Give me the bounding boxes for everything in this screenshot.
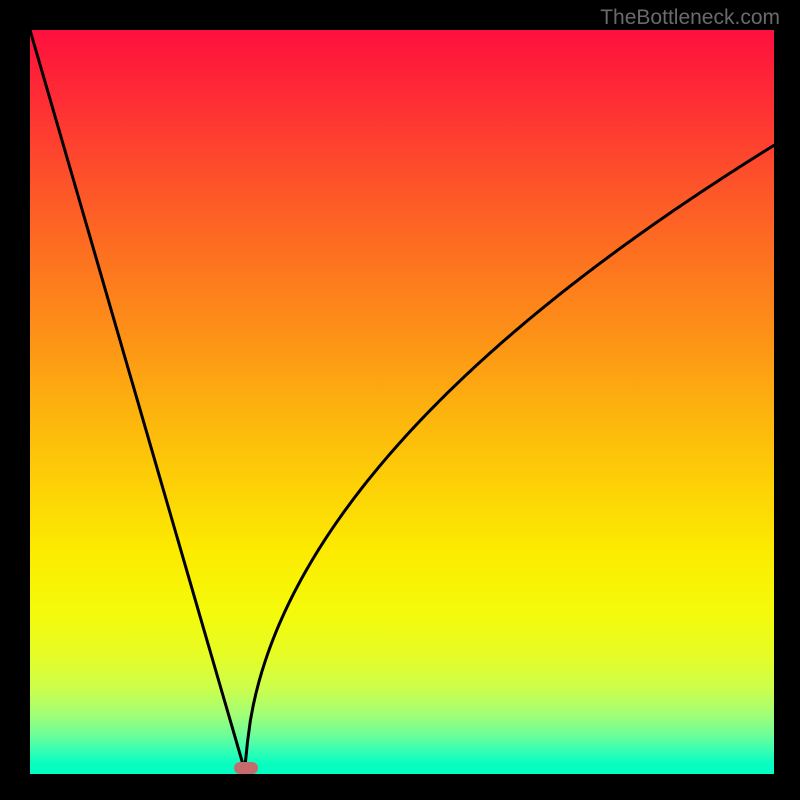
curve-svg (30, 30, 774, 774)
plot-area (30, 30, 774, 774)
minimum-marker (234, 762, 258, 774)
watermark-text: TheBottleneck.com (600, 6, 780, 30)
curve-path (30, 30, 774, 770)
